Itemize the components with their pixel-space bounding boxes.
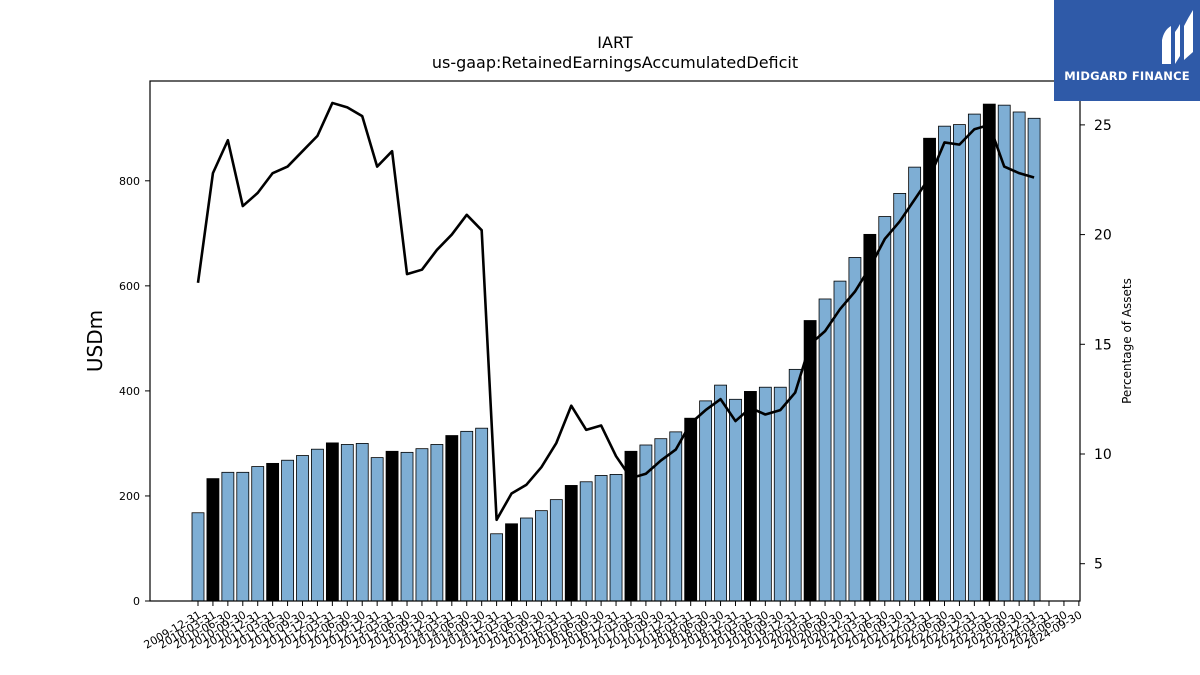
bar xyxy=(236,471,250,602)
bar xyxy=(744,391,757,602)
bar xyxy=(803,320,817,602)
bar xyxy=(714,384,727,602)
bar xyxy=(251,466,265,602)
logo-text: MIDGARD FINANCE xyxy=(1064,69,1190,83)
bar xyxy=(594,475,608,602)
bar xyxy=(669,431,683,602)
bar-series xyxy=(191,103,1041,602)
bar xyxy=(325,442,339,602)
bar xyxy=(430,444,444,602)
bar xyxy=(863,233,877,602)
bar xyxy=(400,451,414,602)
bar xyxy=(893,192,907,602)
bar xyxy=(1027,117,1041,602)
plot-frame xyxy=(149,80,1081,602)
bar xyxy=(460,430,474,602)
bar xyxy=(415,448,429,602)
bar xyxy=(833,280,847,602)
bar xyxy=(923,137,936,602)
bar xyxy=(445,435,459,602)
bar xyxy=(340,444,354,602)
bar xyxy=(1012,111,1026,602)
line-series xyxy=(196,101,1035,522)
bar xyxy=(997,104,1011,602)
bar xyxy=(549,499,563,602)
bar xyxy=(982,103,996,602)
bar xyxy=(505,523,518,602)
y-tick-label: 200 xyxy=(119,490,140,503)
bar xyxy=(878,216,892,602)
y-axis-label: USDm xyxy=(83,310,107,372)
bar xyxy=(967,113,981,602)
bar xyxy=(206,478,220,602)
y-tick-label: 400 xyxy=(119,385,140,398)
bar xyxy=(296,455,309,602)
bar xyxy=(221,471,235,602)
midgard-logo-icon xyxy=(1162,10,1193,64)
bar xyxy=(818,298,832,602)
axes: 02004006008005101520252009-12-312010-03-… xyxy=(119,80,1112,652)
bar xyxy=(788,368,802,602)
bar xyxy=(534,510,548,602)
bar xyxy=(266,462,280,602)
series-line xyxy=(196,101,1035,522)
bar xyxy=(490,533,504,602)
bar xyxy=(281,459,294,602)
y2-tick-label: 25 xyxy=(1094,118,1112,134)
bar xyxy=(475,427,489,602)
bar xyxy=(609,474,623,602)
y2-tick-label: 20 xyxy=(1094,228,1112,244)
y-tick-label: 600 xyxy=(119,280,140,293)
bar xyxy=(953,124,966,602)
chart-title: IART xyxy=(597,33,633,52)
bar xyxy=(311,448,324,602)
bar xyxy=(579,481,593,602)
bar xyxy=(758,386,772,602)
bar xyxy=(564,485,578,602)
bar xyxy=(355,443,369,602)
chart-subtitle: us-gaap:RetainedEarningsAccumulatedDefic… xyxy=(432,53,798,72)
y-tick-label: 0 xyxy=(133,595,140,608)
bar xyxy=(684,417,698,602)
bar xyxy=(699,400,713,602)
y2-axis-label: Percentage of Assets xyxy=(1120,278,1134,404)
bar xyxy=(729,398,742,602)
y2-tick-label: 15 xyxy=(1094,337,1112,353)
y2-tick-label: 10 xyxy=(1094,447,1112,463)
bar xyxy=(848,257,862,602)
y-tick-label: 800 xyxy=(119,175,140,188)
bar xyxy=(938,125,951,602)
bar xyxy=(191,512,205,602)
bar xyxy=(773,386,787,602)
bar xyxy=(908,166,922,602)
brand-logo: MIDGARD FINANCE xyxy=(1054,0,1200,101)
bar xyxy=(370,457,384,602)
y2-tick-label: 5 xyxy=(1094,557,1103,573)
bar xyxy=(385,450,399,602)
bar xyxy=(520,517,533,602)
